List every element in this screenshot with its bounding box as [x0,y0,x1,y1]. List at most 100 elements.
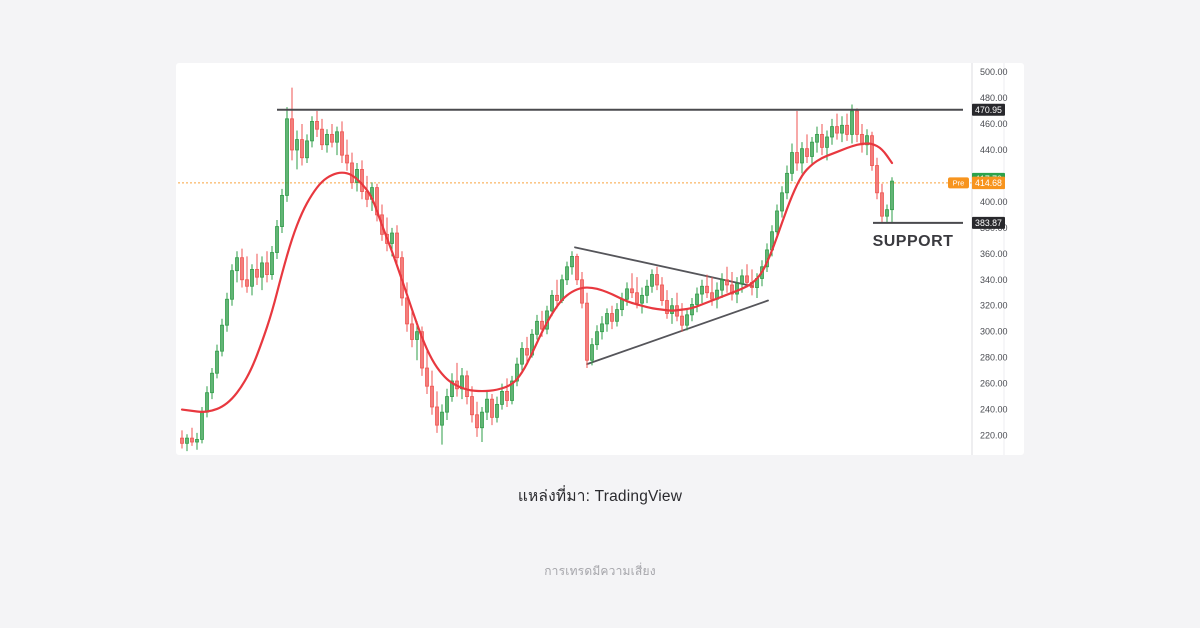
candle-body [390,232,394,244]
candle-body [395,232,399,259]
candle-body [740,275,744,285]
candle-body [830,126,834,138]
pre-tag-text: Pre [953,179,965,188]
candle-body [580,279,584,304]
price-tick-label: 400.00 [980,197,1008,207]
candle-body [815,133,819,143]
candle-body [570,256,574,268]
price-tick-label: 360.00 [980,249,1008,259]
candle-body [590,344,594,361]
candle-body [495,403,499,418]
candle-body [510,380,514,401]
chart-card: SUPPORT 500.00 480.00 460.00 440.00 400.00 38… [176,63,1024,455]
candle-body [490,398,494,418]
candle-body [880,192,884,217]
candle-body [345,154,349,164]
candle-body [465,375,469,397]
candle-body [415,331,419,340]
candle-body [270,252,274,275]
candle-body [585,302,589,361]
price-tick-label: 260.00 [980,379,1008,389]
candle-body [295,139,299,151]
candle-body [375,187,379,216]
candle-body [795,152,799,164]
candle-body [535,320,539,335]
pre-tag [948,177,969,189]
price-tick-label: 440.00 [980,145,1008,155]
candle-body [520,348,524,365]
candle-body [190,437,194,443]
support-price-label [972,216,1005,229]
candle-body [540,320,544,330]
candle-body [450,380,454,397]
candle-body [420,331,424,369]
candle-body [275,226,279,253]
candle-body [320,128,324,146]
candle-body [355,169,359,183]
candle-body [785,172,789,194]
horizontal-drawings[interactable]: SUPPORT [277,108,963,250]
candle-body [555,294,559,301]
candle-body [210,372,214,394]
candle-body [775,210,779,233]
candle-body [245,279,249,287]
candle-body [325,133,329,146]
support-price-label-text: 383.87 [975,218,1002,228]
candle-body [340,131,344,156]
candle-body [225,298,229,326]
candle-body [745,275,749,283]
candle-body [195,439,199,443]
candle-body [705,285,709,294]
candle-body [630,288,634,294]
candle-body [685,314,689,326]
candle-body [180,437,184,444]
candle-body [300,139,304,159]
candle-body [330,133,334,143]
candle-body [260,262,264,278]
candle-body [865,135,869,146]
triangle-lower-line[interactable] [586,299,769,366]
candle-body [575,256,579,281]
candle-body [735,283,739,295]
price-chart[interactable]: SUPPORT 500.00 480.00 460.00 440.00 400.00 38… [176,63,1024,455]
candle-body [690,304,694,316]
candle-body [290,118,294,151]
candle-body [410,323,414,340]
candle-body [525,348,529,356]
candle-body [480,411,484,429]
candle-body [435,406,439,426]
candle-body [335,131,339,143]
price-tick-label: 220.00 [980,431,1008,441]
premarket-price-label-text: 414.68 [975,178,1002,188]
price-axis[interactable]: 500.00480.00460.00440.00400.00380.00360.… [971,63,1008,455]
candle-body [220,324,224,352]
candle-body [620,298,624,311]
price-tick-label: 480.00 [980,93,1008,103]
candle-body [650,274,654,287]
candle-body [680,315,684,326]
candle-body [805,148,809,157]
candle-body [730,284,734,295]
candle-body [695,293,699,305]
support-text: SUPPORT [873,233,954,250]
candle-body [405,297,409,325]
candle-body [600,323,604,333]
moving-average-path [180,142,894,413]
candle-body [500,390,504,405]
candle-body [875,165,879,194]
candle-body [885,209,889,217]
candle-body [800,148,804,164]
price-tick-label: 460.00 [980,119,1008,129]
candle-body [595,331,599,346]
candle-body [185,437,189,444]
candle-body [640,294,644,304]
price-tick-label: 340.00 [980,275,1008,285]
candle-body [615,309,619,322]
moving-average-line [180,142,894,413]
candle-body [515,363,519,382]
disclaimer-text: การเทรดมีความเสี่ยง [544,564,656,578]
candle-body [605,313,609,325]
candle-body [810,141,814,157]
candle-body [850,110,854,135]
premarket-price-label [972,176,1005,190]
